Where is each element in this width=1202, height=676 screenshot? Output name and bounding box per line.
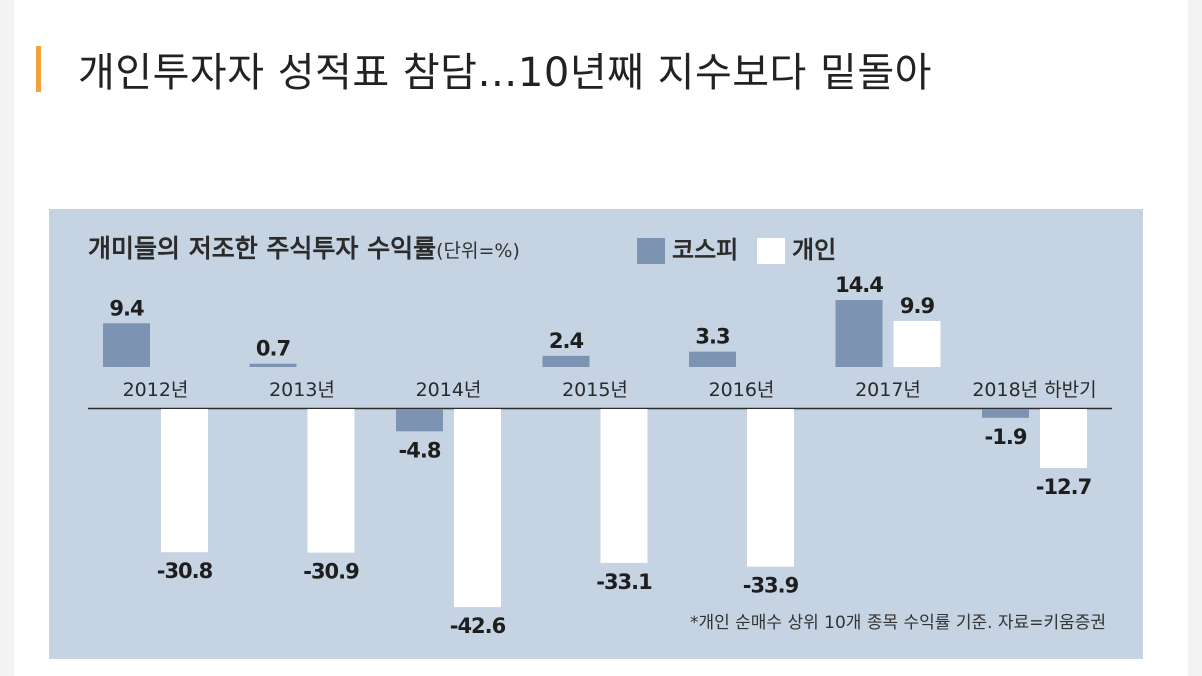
individual-bar-5 (893, 320, 941, 367)
category-label-1: 2013년 (269, 379, 335, 401)
individual-value-label-2: -42.6 (450, 614, 506, 638)
kospi-bar-2 (396, 409, 443, 432)
kospi-value-label-1: 0.7 (256, 337, 290, 361)
kospi-bar-5 (835, 300, 883, 367)
individual-bar-1 (307, 409, 355, 553)
individual-value-label-4: -33.9 (743, 574, 799, 598)
article-headline: 개인투자자 성적표 참담…10년째 지수보다 밑돌아 (78, 50, 932, 96)
chart-unit: (단위=%) (436, 240, 520, 262)
kospi-bar-0 (103, 323, 150, 367)
individual-bar-2 (454, 409, 501, 608)
category-label-3: 2015년 (562, 379, 628, 401)
individual-bar-4 (747, 409, 794, 567)
individual-value-label-5: 9.9 (900, 294, 935, 318)
category-label-6: 2018년 하반기 (972, 379, 1096, 401)
category-label-0: 2012년 (123, 379, 189, 401)
kospi-bar-4 (689, 351, 736, 367)
chart-title-text: 개미들의 저조한 주식투자 수익률 (88, 234, 437, 263)
legend-kospi-label: 코스피 (672, 236, 739, 264)
kospi-value-label-0: 9.4 (109, 296, 144, 320)
individual-bar-6 (1040, 409, 1087, 469)
kospi-bar-3 (542, 355, 590, 367)
individual-value-label-3: -33.1 (596, 570, 652, 594)
chart-footnote: *개인 순매수 상위 10개 종목 수익률 기준. 자료=키움증권 (689, 613, 1106, 633)
kospi-bar-1 (249, 363, 297, 367)
individual-value-label-0: -30.8 (157, 559, 213, 583)
individual-bar-3 (600, 409, 648, 563)
kospi-value-label-2: -4.8 (399, 438, 441, 462)
individual-value-label-6: -12.7 (1036, 475, 1092, 499)
kospi-value-label-5: 14.4 (835, 273, 883, 297)
legend-kospi-swatch (637, 238, 665, 264)
category-label-5: 2017년 (855, 379, 921, 401)
kospi-value-label-6: -1.9 (985, 425, 1027, 449)
category-label-4: 2016년 (709, 379, 775, 401)
category-label-2: 2014년 (416, 379, 482, 401)
individual-bar-0 (161, 409, 208, 553)
legend-individual-label: 개인 (792, 236, 837, 264)
kospi-value-label-3: 2.4 (549, 329, 584, 353)
individual-value-label-1: -30.9 (303, 560, 359, 584)
chart-title: 개미들의 저조한 주식투자 수익률(단위=%) (88, 229, 520, 265)
chart-panel (49, 209, 1143, 659)
kospi-bar-6 (982, 409, 1029, 418)
kospi-value-label-4: 3.3 (695, 325, 729, 349)
headline-accent-bar (36, 46, 41, 92)
legend-individual-swatch (757, 238, 785, 264)
